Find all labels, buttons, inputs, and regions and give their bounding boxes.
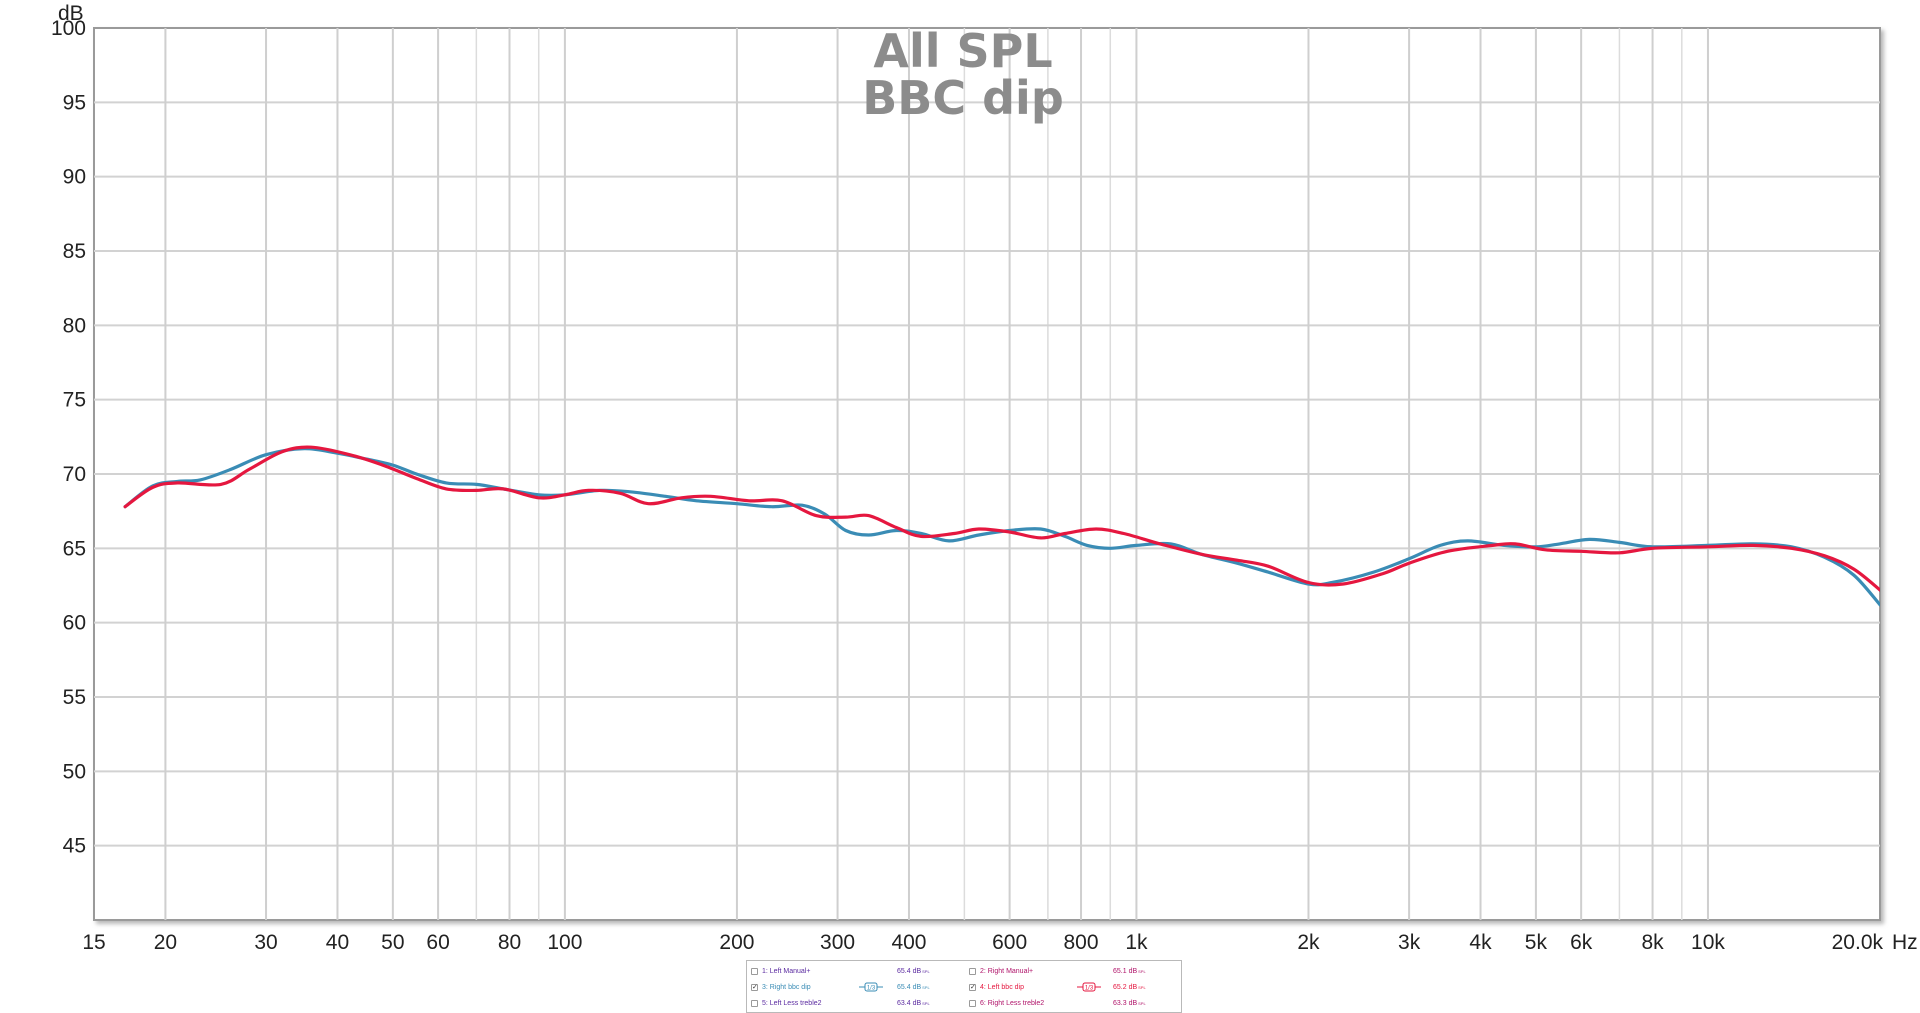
- legend-value: 65.4 dB: [897, 967, 922, 975]
- x-tick-label: 50: [381, 931, 404, 954]
- x-tick-label: 15: [82, 931, 105, 954]
- y-tick-label: 55: [63, 686, 86, 709]
- y-tick-label: 65: [63, 537, 86, 560]
- x-axis-ticks: 15 20 30 40 50 60 80 100 200 300 400 600 800 1k 2k 3k 4k…: [82, 931, 1883, 954]
- x-axis-unit: Hz: [1892, 931, 1918, 954]
- smoothing-icon[interactable]: 1/3: [859, 982, 883, 992]
- smoothing-icon[interactable]: 1/3: [1077, 982, 1101, 992]
- legend-entry: 6: Right Less treble2: [969, 995, 1044, 1011]
- series-line-3: [123, 447, 1880, 607]
- legend-entry: 1: Left Manual+: [751, 963, 810, 979]
- x-tick-label: 20.0k: [1832, 931, 1884, 954]
- y-axis-label: dB: [58, 2, 84, 25]
- legend-label: 1: Left Manual+: [762, 967, 811, 975]
- x-tick-label: 600: [992, 931, 1027, 954]
- x-tick-label: 300: [820, 931, 855, 954]
- legend-checkbox[interactable]: ✓: [969, 983, 976, 991]
- y-tick-label: 45: [63, 835, 86, 858]
- y-tick-label: 60: [63, 612, 86, 635]
- x-tick-label: 5k: [1525, 931, 1548, 954]
- legend-row: ✓ 3: Right bbc dip 1/3 65.4 dB SPL ✓ 4: Left b…: [747, 979, 1181, 995]
- x-tick-label: 100: [547, 931, 582, 954]
- x-tick-label: 800: [1064, 931, 1099, 954]
- x-tick-label: 30: [254, 931, 277, 954]
- y-tick-label: 75: [63, 389, 86, 412]
- svg-text:1/3: 1/3: [867, 986, 876, 992]
- legend-checkbox[interactable]: [969, 967, 976, 975]
- legend-value-unit: SPL: [922, 984, 930, 990]
- legend-checkbox[interactable]: [751, 967, 758, 975]
- y-tick-label: 70: [63, 463, 86, 486]
- legend-value-unit: SPL: [922, 968, 930, 974]
- x-tick-label: 1k: [1125, 931, 1148, 954]
- legend-entry: 2: Right Manual+: [969, 963, 1033, 979]
- legend-checkbox[interactable]: [751, 999, 758, 1007]
- legend-checkbox[interactable]: [969, 999, 976, 1007]
- legend-value: 63.4 dB: [897, 999, 922, 1007]
- y-axis-ticks: 45 50 55 60 65 70 75 80 85 90 95 100: [51, 17, 86, 858]
- x-tick-label: 3k: [1398, 931, 1421, 954]
- y-tick-label: 100: [51, 17, 86, 40]
- y-tick-label: 95: [63, 91, 86, 114]
- chart-title-line-2: BBC dip: [862, 71, 1064, 125]
- legend-label: 3: Right bbc dip: [762, 983, 811, 991]
- legend-value-unit: SPL: [922, 1000, 930, 1006]
- svg-text:1/3: 1/3: [1085, 986, 1094, 992]
- legend-value: 65.4 dB: [897, 983, 922, 991]
- x-tick-label: 200: [719, 931, 754, 954]
- legend-row: 1: Left Manual+ 65.4 dB SPL 2: Right Manual…: [747, 963, 1181, 979]
- x-tick-label: 10k: [1691, 931, 1725, 954]
- legend-entry: ✓ 3: Right bbc dip: [751, 979, 811, 995]
- x-tick-label: 2k: [1297, 931, 1320, 954]
- chart-title-line-1: All SPL: [873, 24, 1052, 78]
- legend-label: 2: Right Manual+: [980, 967, 1034, 975]
- x-tick-label: 8k: [1641, 931, 1664, 954]
- legend-value-unit: SPL: [1138, 984, 1146, 990]
- legend-label: 6: Right Less treble2: [980, 999, 1045, 1007]
- x-tick-label: 6k: [1570, 931, 1593, 954]
- legend-entry: 5: Left Less treble2: [751, 995, 822, 1011]
- series-line-4: [123, 445, 1880, 592]
- x-tick-label: 80: [498, 931, 521, 954]
- legend-label: 5: Left Less treble2: [762, 999, 822, 1007]
- x-tick-label: 60: [426, 931, 449, 954]
- y-tick-label: 50: [63, 760, 86, 783]
- legend-value: 65.2 dB: [1113, 983, 1138, 991]
- legend-value: 63.3 dB: [1113, 999, 1138, 1007]
- legend-row: 5: Left Less treble2 63.4 dB SPL 6: Right L…: [747, 995, 1181, 1011]
- x-tick-label: 20: [154, 931, 177, 954]
- x-tick-label: 40: [326, 931, 349, 954]
- legend-label: 4: Left bbc dip: [980, 983, 1024, 991]
- x-tick-label: 4k: [1469, 931, 1492, 954]
- series-layer: [123, 445, 1880, 607]
- y-tick-label: 90: [63, 166, 86, 189]
- y-tick-label: 80: [63, 314, 86, 337]
- legend-value-unit: SPL: [1138, 1000, 1146, 1006]
- legend-checkbox[interactable]: ✓: [751, 983, 758, 991]
- x-tick-label: 400: [891, 931, 926, 954]
- grid-major: [94, 28, 1880, 920]
- legend-entry: ✓ 4: Left bbc dip: [969, 979, 1024, 995]
- legend-value: 65.1 dB: [1113, 967, 1138, 975]
- legend-value-unit: SPL: [1138, 968, 1146, 974]
- legend: 1: Left Manual+ 65.4 dB SPL 2: Right Manual…: [746, 960, 1182, 1013]
- y-tick-label: 85: [63, 240, 86, 263]
